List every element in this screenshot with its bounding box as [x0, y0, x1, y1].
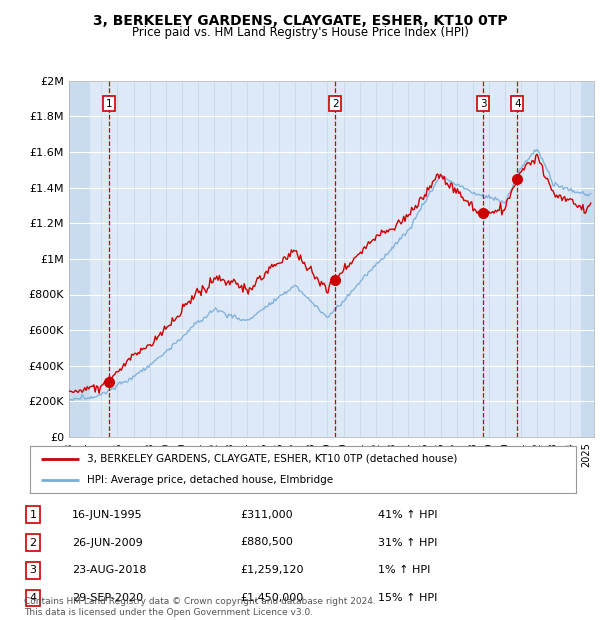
Text: 2: 2 — [332, 99, 338, 108]
Text: 1: 1 — [106, 99, 112, 108]
Bar — [581, 81, 594, 437]
Text: 3: 3 — [480, 99, 487, 108]
Text: 31% ↑ HPI: 31% ↑ HPI — [378, 538, 437, 547]
Text: 41% ↑ HPI: 41% ↑ HPI — [378, 510, 437, 520]
Text: 3, BERKELEY GARDENS, CLAYGATE, ESHER, KT10 0TP: 3, BERKELEY GARDENS, CLAYGATE, ESHER, KT… — [92, 14, 508, 28]
Text: 3, BERKELEY GARDENS, CLAYGATE, ESHER, KT10 0TP (detached house): 3, BERKELEY GARDENS, CLAYGATE, ESHER, KT… — [88, 454, 458, 464]
Text: £311,000: £311,000 — [240, 510, 293, 520]
Text: 16-JUN-1995: 16-JUN-1995 — [72, 510, 143, 520]
Text: 26-JUN-2009: 26-JUN-2009 — [72, 538, 143, 547]
Bar — [69, 81, 90, 437]
Text: 1% ↑ HPI: 1% ↑ HPI — [378, 565, 430, 575]
Text: 1: 1 — [29, 510, 37, 520]
Text: 15% ↑ HPI: 15% ↑ HPI — [378, 593, 437, 603]
Text: HPI: Average price, detached house, Elmbridge: HPI: Average price, detached house, Elmb… — [88, 476, 334, 485]
Text: Contains HM Land Registry data © Crown copyright and database right 2024.
This d: Contains HM Land Registry data © Crown c… — [24, 598, 376, 617]
Text: £880,500: £880,500 — [240, 538, 293, 547]
Text: 4: 4 — [29, 593, 37, 603]
Text: £1,259,120: £1,259,120 — [240, 565, 304, 575]
Text: 4: 4 — [514, 99, 521, 108]
Text: Price paid vs. HM Land Registry's House Price Index (HPI): Price paid vs. HM Land Registry's House … — [131, 26, 469, 39]
Text: 23-AUG-2018: 23-AUG-2018 — [72, 565, 146, 575]
Text: £1,450,000: £1,450,000 — [240, 593, 303, 603]
Text: 2: 2 — [29, 538, 37, 547]
Text: 29-SEP-2020: 29-SEP-2020 — [72, 593, 143, 603]
Text: 3: 3 — [29, 565, 37, 575]
